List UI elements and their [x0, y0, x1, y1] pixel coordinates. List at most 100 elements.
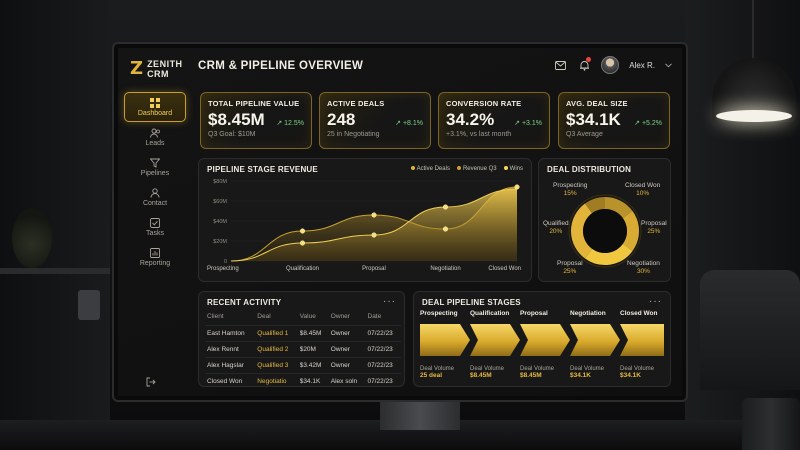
stage-arrow — [470, 324, 520, 356]
donut-slice[interactable] — [585, 197, 606, 214]
stage-column[interactable]: Proposal Deal Volume $8.45M — [520, 310, 570, 379]
monitor-stand — [380, 400, 460, 430]
kpi-avg-deal-size[interactable]: AVG. DEAL SIZE $34.1K ↗ +5.2% Q3 Average — [558, 92, 670, 149]
column-header[interactable]: Date — [367, 313, 382, 320]
cell-owner: Alex soln — [328, 373, 366, 389]
lamp-cord — [752, 0, 754, 60]
avatar[interactable] — [601, 56, 620, 74]
kpi-value: 248 — [327, 110, 356, 129]
cell-value: $34.1K — [297, 373, 329, 389]
donut-label-negotiation: Negotiation 30% — [627, 260, 660, 275]
notification-dot — [586, 57, 592, 62]
stage-meta: Deal Volume — [470, 366, 505, 372]
kpi-sub: +3.1%, vs last month — [446, 131, 512, 138]
kpi-label: CONVERSION RATE — [446, 99, 522, 108]
donut-label-closed-won: Closed Won 10% — [625, 182, 661, 197]
x-tick-label: Proposal — [362, 266, 386, 272]
stage-column[interactable]: Negotiation Deal Volume $34.1K — [570, 310, 620, 379]
background-chair — [700, 270, 800, 390]
chart-icon — [150, 247, 160, 258]
cell-date: 07/22/23 — [365, 373, 401, 389]
legend-item[interactable]: Wins — [503, 166, 523, 172]
column-header[interactable]: Owner — [330, 313, 350, 320]
stage-value: $8.45M — [470, 372, 492, 379]
donut-label-proposal-bottom: Proposal 25% — [557, 260, 583, 275]
sidebar-item-tasks[interactable]: Tasks — [124, 212, 186, 242]
logo-line2: CRM — [147, 68, 170, 79]
y-tick-label: $40M — [213, 219, 227, 225]
bell-icon[interactable] — [577, 57, 592, 72]
dashboard-icon — [150, 97, 160, 108]
contact-icon — [150, 187, 160, 198]
table-row[interactable]: Alex Hagslar Qualified 3 $3.42M Owner 07… — [205, 357, 401, 374]
distribution-title: DEAL DISTRIBUTION — [547, 165, 632, 174]
donut-slice[interactable] — [622, 211, 639, 251]
table-row[interactable]: East Hamton Qualified 1 $8.45M Owner 07/… — [205, 325, 401, 342]
stage-meta: Deal Volume — [520, 366, 555, 372]
stage-value: $34.1K — [620, 372, 641, 379]
stage-column[interactable]: Qualification Deal Volume $8.45M — [470, 310, 520, 379]
stage-column[interactable]: Prospecting Deal Volume 25 deal — [420, 310, 470, 379]
cell-value: $3.42M — [297, 357, 329, 374]
sidebar: Dashboard Leads Pipelines Contact Tasks … — [124, 92, 186, 272]
y-tick-label: $80M — [213, 179, 227, 185]
more-options-icon[interactable]: ··· — [383, 296, 396, 307]
sidebar-item-leads[interactable]: Leads — [124, 122, 186, 152]
x-tick-label: Qualification — [286, 266, 319, 272]
kpi-sub: 25 in Negotiating — [327, 131, 380, 138]
users-icon — [149, 128, 160, 138]
kpi-value: 34.2% — [446, 110, 495, 129]
kpi-active-deals[interactable]: ACTIVE DEALS 248 ↗ +8.1% 25 in Negotiati… — [319, 92, 431, 149]
stage-column[interactable]: Closed Won Deal Volume $34.1K — [620, 310, 670, 379]
user-name[interactable]: Alex R. — [629, 60, 655, 70]
stage-name: Negotiation — [570, 310, 606, 317]
sidebar-item-label: Contact — [142, 199, 168, 207]
sidebar-item-dashboard[interactable]: Dashboard — [124, 92, 186, 122]
column-header[interactable]: Value — [299, 313, 316, 320]
dashboard-screen: Z ZENITH CRM CRM & PIPELINE OVERVIEW Ale… — [118, 48, 682, 396]
sidebar-item-contact[interactable]: Contact — [124, 182, 186, 212]
tasks-icon — [150, 217, 160, 228]
cell-client: Closed Won — [205, 373, 256, 389]
stages-title: DEAL PIPELINE STAGES — [422, 298, 521, 307]
column-header[interactable]: Client — [207, 313, 224, 320]
stage-arrow — [520, 324, 570, 356]
app-logo[interactable]: Z ZENITH CRM — [130, 58, 183, 79]
chart-legend: Active Deals Revenue Q3 Wins — [410, 166, 523, 172]
legend-item[interactable]: Revenue Q3 — [456, 166, 497, 172]
sidebar-item-pipelines[interactable]: Pipelines — [124, 152, 186, 182]
pipeline-chart-panel: PIPELINE STAGE REVENUE Active Deals Reve… — [198, 158, 532, 282]
logout-icon[interactable] — [146, 374, 156, 392]
kpi-total-pipeline[interactable]: TOTAL PIPELINE VALUE $8.45M ↗ 12.5% Q3 G… — [200, 92, 312, 149]
table-row[interactable]: Alex Rennt Qualified 2 $20M Owner 07/22/… — [205, 341, 401, 358]
legend-item[interactable]: Active Deals — [410, 166, 450, 172]
stage-name: Closed Won — [620, 310, 658, 317]
column-header[interactable]: Deal — [257, 313, 271, 320]
donut-slice[interactable] — [604, 197, 633, 219]
stage-arrow — [570, 324, 620, 356]
cell-date: 07/22/23 — [365, 325, 401, 342]
sidebar-item-reporting[interactable]: Reporting — [124, 242, 186, 272]
more-options-icon[interactable]: ··· — [649, 296, 662, 307]
mail-icon[interactable] — [553, 58, 567, 72]
sidebar-item-label: Dashboard — [137, 109, 173, 117]
y-tick-label: $60M — [213, 199, 227, 205]
cell-deal: Qualified 1 — [255, 325, 298, 342]
sidebar-item-label: Tasks — [146, 229, 164, 237]
donut-slice[interactable] — [571, 203, 593, 259]
page-title: CRM & PIPELINE OVERVIEW — [198, 60, 364, 72]
table-row[interactable]: Closed Won Negotiatio $34.1K Alex soln 0… — [205, 373, 401, 389]
stage-name: Qualification — [470, 310, 510, 317]
cell-client: Alex Rennt — [205, 341, 256, 358]
lamp-light — [716, 110, 792, 122]
donut-label-prospecting: Prospecting 15% — [553, 182, 588, 197]
data-point — [371, 212, 377, 218]
kpi-change: ↗ +8.1% — [395, 120, 423, 127]
kpi-conversion-rate[interactable]: CONVERSION RATE 34.2% ↗ +3.1% +3.1%, vs … — [438, 92, 550, 149]
chevron-down-icon[interactable] — [665, 61, 672, 70]
data-point — [514, 184, 520, 190]
kpi-sub: Q3 Average — [566, 131, 603, 138]
sidebar-item-label: Leads — [145, 139, 165, 147]
donut-slice[interactable] — [585, 243, 633, 265]
stage-meta: Deal Volume — [420, 366, 455, 372]
